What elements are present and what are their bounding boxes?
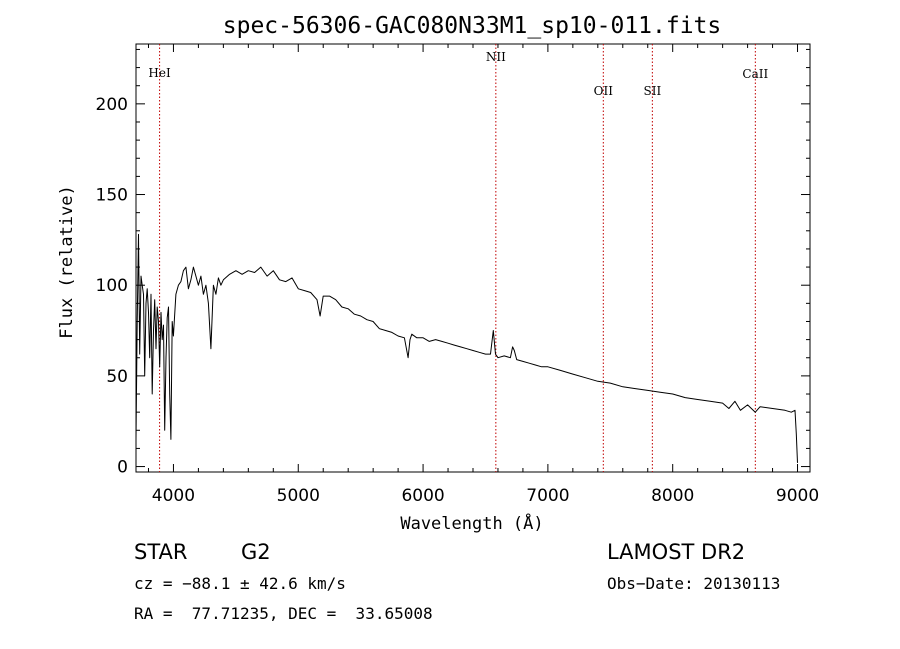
marker-label-caii: CaII: [742, 67, 768, 81]
y-tick-label: 50: [106, 367, 128, 387]
marker-label-hei: HeI: [148, 66, 171, 80]
x-axis-label: Wavelength (Å): [400, 512, 543, 534]
x-axis: 4000 5000 6000 7000 8000 9000: [147, 44, 819, 506]
marker-label-nii: NII: [486, 50, 506, 64]
coordinates: RA = 77.71235, DEC = 33.65008: [134, 604, 433, 623]
redshift-readout: cz = −88.1 ± 42.6 km/s: [134, 574, 346, 593]
x-tick-label: 4000: [152, 486, 195, 506]
emission-line-markers: HeI NII OII SII CaII: [148, 44, 768, 472]
x-tick-label: 8000: [651, 486, 694, 506]
observation-date: Obs−Date: 20130113: [607, 574, 781, 593]
spectrum-line-0: [135, 233, 798, 463]
x-tick-label: 5000: [277, 486, 320, 506]
y-axis: 0 50 100 150 200: [96, 48, 810, 478]
marker-label-oii: OII: [594, 84, 614, 98]
y-tick-label: 150: [96, 186, 128, 206]
y-tick-label: 100: [96, 276, 128, 296]
chart-title: spec-56306-GAC080N33M1_sp10-011.fits: [223, 13, 722, 39]
y-tick-label: 0: [117, 458, 128, 478]
survey-name: LAMOST DR2: [607, 540, 746, 564]
marker-label-sii: SII: [644, 84, 662, 98]
object-class: STAR: [134, 540, 188, 564]
y-axis-label: Flux (relative): [57, 185, 77, 339]
x-tick-label: 6000: [401, 486, 444, 506]
x-tick-label: 7000: [526, 486, 569, 506]
spectrum-series: [135, 233, 798, 463]
plot-frame: [135, 43, 811, 473]
x-tick-label: 9000: [776, 486, 819, 506]
y-tick-label: 200: [96, 95, 128, 115]
object-subclass: G2: [241, 540, 271, 564]
